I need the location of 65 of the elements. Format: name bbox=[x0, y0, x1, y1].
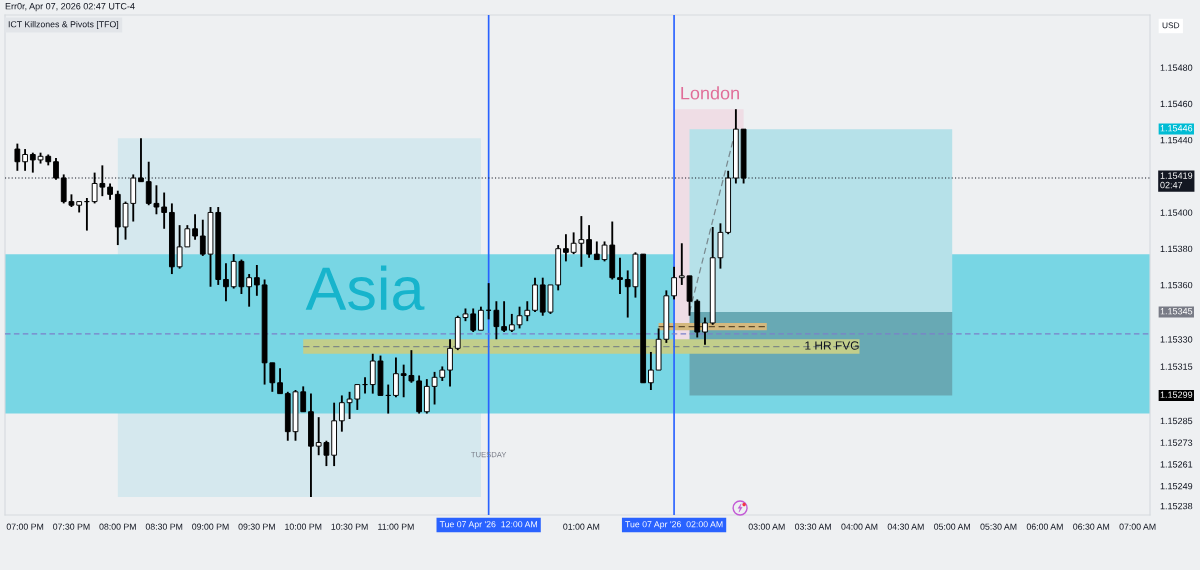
candlestick bbox=[223, 262, 229, 303]
candlestick bbox=[53, 157, 59, 181]
candlestick bbox=[702, 316, 708, 346]
ref-line-label: Tue 07 Apr '26 12:00 AM bbox=[439, 521, 538, 530]
y-tick-label: 1.15261 bbox=[1160, 461, 1193, 468]
y-tick-label: 1.15360 bbox=[1160, 281, 1193, 289]
x-tick-label: 06:00 AM bbox=[1026, 523, 1063, 530]
x-tick-label: 01:00 AM bbox=[563, 523, 600, 530]
y-tick-label: 1.15460 bbox=[1160, 100, 1193, 108]
x-tick-label: 10:30 PM bbox=[331, 523, 368, 530]
candlestick bbox=[246, 273, 253, 308]
chart-title: Err0r, Apr 07, 2026 02:47 UTC-4 bbox=[5, 3, 135, 12]
text: 1.15299 bbox=[1160, 391, 1193, 398]
x-tick-label: 05:00 AM bbox=[934, 523, 970, 530]
candlestick bbox=[501, 300, 507, 333]
y-tick-label: 1.15330 bbox=[1160, 336, 1193, 343]
text: 1.15345 bbox=[1160, 308, 1193, 315]
x-tick-label: 07:00 AM bbox=[1119, 523, 1156, 530]
x-tick-label: 03:30 AM bbox=[795, 523, 831, 530]
candlestick bbox=[277, 367, 283, 395]
x-tick-label: 03:00 AM bbox=[748, 523, 785, 530]
x-tick-label: 04:30 AM bbox=[887, 523, 924, 530]
candlestick bbox=[617, 256, 623, 295]
candlestick bbox=[161, 191, 168, 230]
ref-line-label: Tue 07 Apr '26 02:00 AM bbox=[625, 521, 723, 530]
y-tick-label: 1.15285 bbox=[1160, 417, 1193, 425]
candlestick bbox=[138, 137, 144, 183]
x-tick-label: 11:00 PM bbox=[378, 523, 414, 530]
y-tick-label: 1.15238 bbox=[1160, 502, 1193, 510]
x-tick-label: 08:00 PM bbox=[99, 523, 136, 530]
y-tick-label: 1.15440 bbox=[1160, 136, 1193, 144]
y-tick-label: 1.15480 bbox=[1160, 64, 1193, 71]
candlestick bbox=[393, 356, 399, 399]
candlestick bbox=[563, 233, 569, 263]
candlestick bbox=[338, 394, 345, 433]
candlestick bbox=[478, 305, 484, 332]
y-tick-label: 1.15315 bbox=[1160, 363, 1193, 370]
candlestick bbox=[253, 264, 260, 297]
x-tick-label: 07:30 PM bbox=[53, 523, 90, 530]
text: USD bbox=[1162, 22, 1180, 29]
x-tick-label: 09:30 PM bbox=[238, 523, 275, 530]
annotation: London bbox=[681, 86, 739, 100]
x-tick-label: 09:00 PM bbox=[192, 523, 229, 530]
candlestick bbox=[586, 224, 592, 259]
annotation: ICT Killzones & Pivots [TFO] bbox=[8, 20, 119, 30]
candlestick bbox=[22, 148, 28, 172]
x-tick-label: 05:30 AM bbox=[980, 523, 1017, 530]
y-tick-label: 1.15249 bbox=[1160, 482, 1193, 490]
candlestick bbox=[671, 265, 677, 301]
candlestick bbox=[648, 351, 654, 391]
text: 1.15446 bbox=[1160, 125, 1193, 132]
candlestick bbox=[14, 142, 21, 172]
candlestick bbox=[508, 312, 515, 333]
y-tick-label: 1.15380 bbox=[1160, 245, 1193, 253]
x-tick-label: 04:00 AM bbox=[841, 523, 878, 530]
x-tick-label: 06:30 AM bbox=[1073, 523, 1110, 530]
x-tick-label: 07:00 PM bbox=[6, 523, 44, 530]
annotation: Asia bbox=[305, 265, 425, 311]
y-tick-label: 1.15400 bbox=[1160, 209, 1193, 216]
x-tick-label: 10:00 PM bbox=[285, 523, 322, 530]
candlestick bbox=[192, 213, 198, 241]
x-tick-label: 08:30 PM bbox=[145, 523, 183, 530]
ref-line-label: 1.15419 02:47 bbox=[1160, 172, 1193, 189]
candlestick bbox=[493, 300, 500, 341]
y-tick-label: 1.15273 bbox=[1160, 439, 1193, 446]
